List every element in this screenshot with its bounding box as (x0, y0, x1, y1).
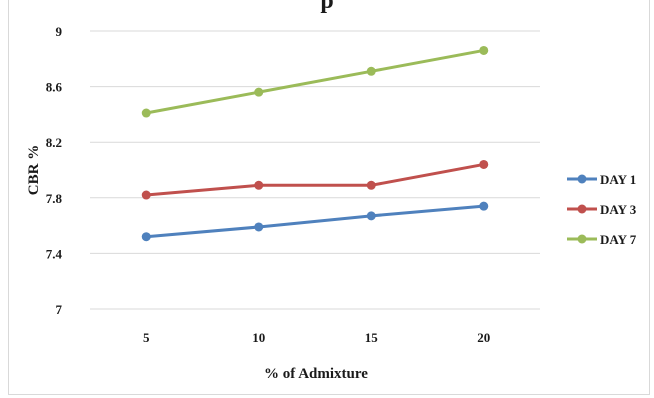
x-tick-label: 5 (143, 330, 150, 345)
y-tick-labels: 7 7.4 7.8 8.2 8.6 9 (46, 24, 63, 317)
y-tick-label: 7.4 (46, 246, 63, 261)
data-point (366, 66, 376, 76)
data-point (366, 180, 376, 190)
data-point (366, 211, 376, 221)
y-tick-label: 7.8 (46, 191, 63, 206)
legend-label: DAY 7 (600, 232, 637, 247)
data-point (141, 108, 151, 118)
y-tick-label: 9 (56, 24, 63, 39)
legend-swatch-marker (577, 234, 587, 244)
grid-lines (90, 30, 540, 310)
series-line (146, 162, 485, 197)
data-point (479, 201, 489, 211)
y-tick-label: 8.2 (46, 135, 62, 150)
x-tick-label: 20 (477, 330, 490, 345)
data-point (479, 159, 489, 169)
data-point (254, 222, 264, 232)
data-point (254, 87, 264, 97)
legend-swatch-marker (577, 204, 587, 214)
series-lines (141, 45, 489, 242)
chart-title-fragment: p (320, 0, 334, 14)
series-line (145, 48, 485, 115)
data-point (141, 190, 151, 200)
data-point (141, 232, 151, 242)
legend-swatch-marker (577, 174, 587, 184)
legend-label: DAY 3 (600, 202, 637, 217)
x-tick-label: 15 (365, 330, 379, 345)
y-tick-label: 8.6 (46, 80, 63, 95)
y-tick-label: 7 (56, 302, 63, 317)
data-point (479, 45, 489, 55)
y-axis-label: CBR % (26, 145, 42, 195)
series-line (146, 204, 484, 239)
x-tick-labels: 5 10 15 20 (143, 330, 490, 345)
legend: DAY 1 DAY 3 DAY 7 (567, 172, 637, 247)
x-axis-label: % of Admixture (264, 366, 368, 382)
x-tick-label: 10 (252, 330, 265, 345)
legend-label: DAY 1 (600, 172, 636, 187)
data-point (254, 180, 264, 190)
